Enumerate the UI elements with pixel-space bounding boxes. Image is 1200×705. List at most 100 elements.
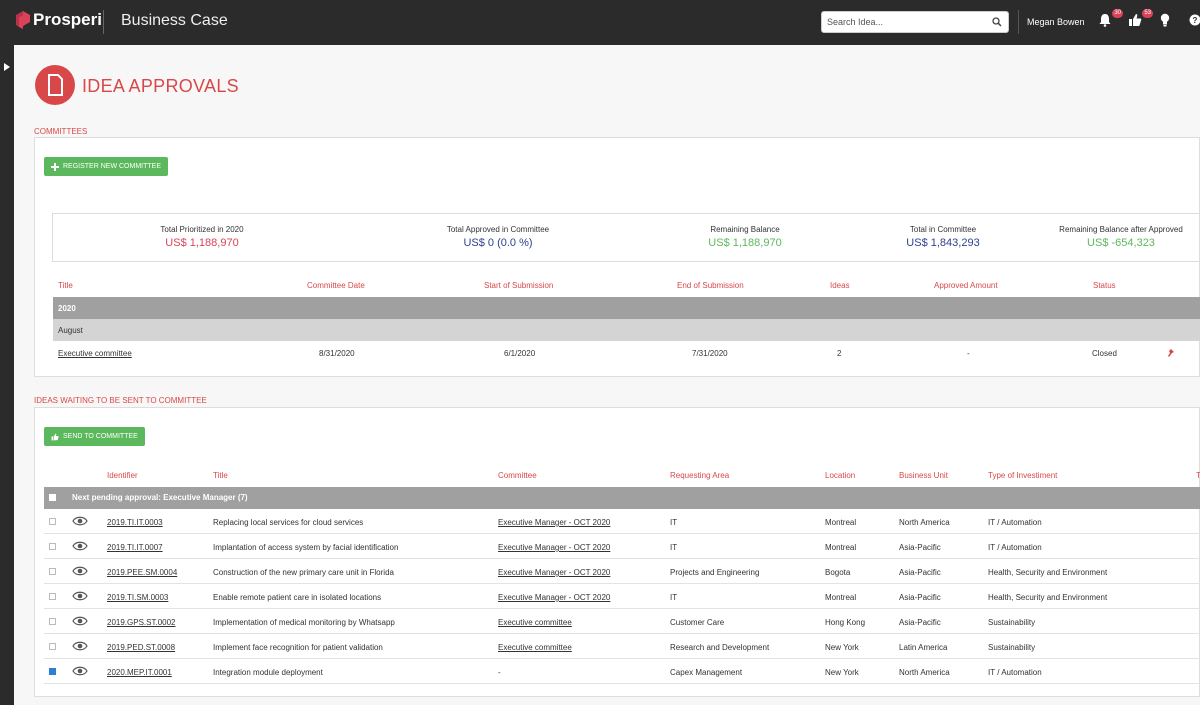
ideas-panel xyxy=(34,407,1200,697)
eye-icon[interactable] xyxy=(72,516,88,526)
bell-icon xyxy=(1099,14,1111,27)
summary-remaining-after-approved: Remaining Balance after Approved US$ -65… xyxy=(1059,225,1183,249)
idea-area: Capex Management xyxy=(670,668,743,677)
col-approved-amount[interactable]: Approved Amount xyxy=(934,281,998,290)
idea-row: 2019.PED.ST.0008 Implement face recogniti… xyxy=(44,634,1200,659)
idea-type: IT / Automation xyxy=(988,668,1042,677)
ideas-button[interactable] xyxy=(1159,13,1175,29)
idea-checkbox[interactable] xyxy=(49,618,56,625)
idea-checkbox[interactable] xyxy=(49,593,56,600)
col-identifier[interactable]: Identifier xyxy=(107,471,138,480)
expand-sidebar-icon[interactable] xyxy=(4,63,10,71)
idea-area: IT xyxy=(670,518,678,527)
pin-icon[interactable] xyxy=(1166,349,1174,358)
col-location[interactable]: Location xyxy=(825,471,856,480)
col-start-submission[interactable]: Start of Submission xyxy=(484,281,554,290)
document-icon xyxy=(48,74,63,96)
select-all-checkbox[interactable] xyxy=(49,494,56,501)
section-label-ideas: IDEAS WAITING TO BE SENT TO COMMITTEE xyxy=(34,396,207,405)
idea-checkbox[interactable] xyxy=(49,568,56,575)
eye-icon[interactable] xyxy=(72,641,88,651)
register-committee-button[interactable]: REGISTER NEW COMMITTEE xyxy=(44,157,168,176)
search-box[interactable] xyxy=(821,11,1009,33)
col-title[interactable]: Title xyxy=(58,281,73,290)
col-committee[interactable]: Committee xyxy=(498,471,537,480)
lightbulb-icon xyxy=(1160,13,1170,27)
idea-area: IT xyxy=(670,543,678,552)
col-committee-date[interactable]: Committee Date xyxy=(307,281,365,290)
divider xyxy=(103,10,104,34)
idea-identifier-link[interactable]: 2019.TI.SM.0003 xyxy=(107,593,169,602)
idea-type: Health, Security and Environment xyxy=(988,568,1108,577)
search-icon[interactable] xyxy=(992,17,1002,27)
app-title: Business Case xyxy=(121,12,228,29)
group-month-row: August xyxy=(53,319,1200,341)
eye-icon[interactable] xyxy=(72,566,88,576)
col-ideas[interactable]: Ideas xyxy=(830,281,850,290)
idea-location: Montreal xyxy=(825,593,857,602)
summary-total-prioritized: Total Prioritized in 2020 US$ 1,188,970 xyxy=(160,225,244,249)
idea-row: 2019.GPS.ST.0002 Implementation of medica… xyxy=(44,609,1200,634)
col-business-unit[interactable]: Business Unit xyxy=(899,471,948,480)
notifications-button[interactable]: 30 xyxy=(1098,9,1123,29)
idea-identifier-link[interactable]: 2019.TI.IT.0007 xyxy=(107,543,163,552)
notifications-badge: 30 xyxy=(1112,9,1123,18)
eye-icon[interactable] xyxy=(72,541,88,551)
help-button[interactable]: ? xyxy=(1189,13,1200,29)
send-to-committee-button[interactable]: SEND TO COMMITTEE xyxy=(44,427,145,446)
col-idea-title[interactable]: Title xyxy=(213,471,228,480)
col-type-investment[interactable]: Type of Investiment xyxy=(988,471,1058,480)
idea-unit: North America xyxy=(899,518,950,527)
likes-badge: 53 xyxy=(1142,9,1153,18)
idea-committee[interactable]: Executive Manager - OCT 2020 xyxy=(498,568,611,577)
eye-icon[interactable] xyxy=(72,591,88,601)
thumbs-up-icon xyxy=(51,433,59,440)
eye-icon[interactable] xyxy=(72,616,88,626)
idea-identifier-link[interactable]: 2019.PED.ST.0008 xyxy=(107,643,176,652)
summary-box: Total Prioritized in 2020 US$ 1,188,970 … xyxy=(52,213,1200,262)
idea-area: Customer Care xyxy=(670,618,725,627)
send-to-committee-label: SEND TO COMMITTEE xyxy=(63,433,138,440)
brand-logo[interactable]: Prosperi xyxy=(16,10,102,30)
likes-button[interactable]: 53 xyxy=(1128,9,1153,29)
col-truncated[interactable]: T xyxy=(1196,471,1200,480)
idea-checkbox[interactable] xyxy=(49,643,56,650)
eye-icon[interactable] xyxy=(72,666,88,676)
idea-checkbox[interactable] xyxy=(49,518,56,525)
idea-committee[interactable]: Executive committee xyxy=(498,643,572,652)
idea-title: Replacing local services for cloud servi… xyxy=(213,518,364,527)
idea-identifier-link[interactable]: 2020.MEP.IT.0001 xyxy=(107,668,172,677)
idea-committee[interactable]: Executive Manager - OCT 2020 xyxy=(498,543,611,552)
idea-committee[interactable]: Executive Manager - OCT 2020 xyxy=(498,593,611,602)
register-committee-label: REGISTER NEW COMMITTEE xyxy=(63,163,161,170)
search-input[interactable] xyxy=(822,12,982,32)
user-name[interactable]: Megan Bowen xyxy=(1027,17,1085,27)
idea-committee: - xyxy=(498,668,501,677)
row-divider xyxy=(44,608,1200,609)
idea-checkbox[interactable] xyxy=(49,668,56,675)
col-status[interactable]: Status xyxy=(1093,281,1116,290)
top-bar: Prosperi Business Case Megan Bowen 30 53… xyxy=(0,0,1200,45)
idea-identifier-link[interactable]: 2019.GPS.ST.0002 xyxy=(107,618,176,627)
divider xyxy=(1018,10,1019,34)
idea-identifier-link[interactable]: 2019.TI.IT.0003 xyxy=(107,518,163,527)
idea-committee[interactable]: Executive Manager - OCT 2020 xyxy=(498,518,611,527)
side-bar xyxy=(0,45,14,705)
committee-row: Executive committee 8/31/2020 6/1/2020 7… xyxy=(53,341,1200,365)
col-requesting-area[interactable]: Requesting Area xyxy=(670,471,730,480)
group-year-row: 2020 xyxy=(53,297,1200,319)
idea-unit: Asia-Pacific xyxy=(899,593,941,602)
idea-location: New York xyxy=(825,643,859,652)
idea-title: Implement face recognition for patient v… xyxy=(213,643,383,652)
idea-title: Construction of the new primary care uni… xyxy=(213,568,394,577)
idea-row: 2019.TI.IT.0003 Replacing local services … xyxy=(44,509,1200,534)
idea-committee[interactable]: Executive committee xyxy=(498,618,572,627)
idea-location: Hong Kong xyxy=(825,618,866,627)
committee-title-link[interactable]: Executive committee xyxy=(58,349,132,358)
col-end-submission[interactable]: End of Submission xyxy=(677,281,744,290)
idea-checkbox[interactable] xyxy=(49,543,56,550)
svg-text:?: ? xyxy=(1193,16,1198,25)
row-divider xyxy=(44,558,1200,559)
row-divider xyxy=(44,683,1200,684)
idea-identifier-link[interactable]: 2019.PEE.SM.0004 xyxy=(107,568,178,577)
